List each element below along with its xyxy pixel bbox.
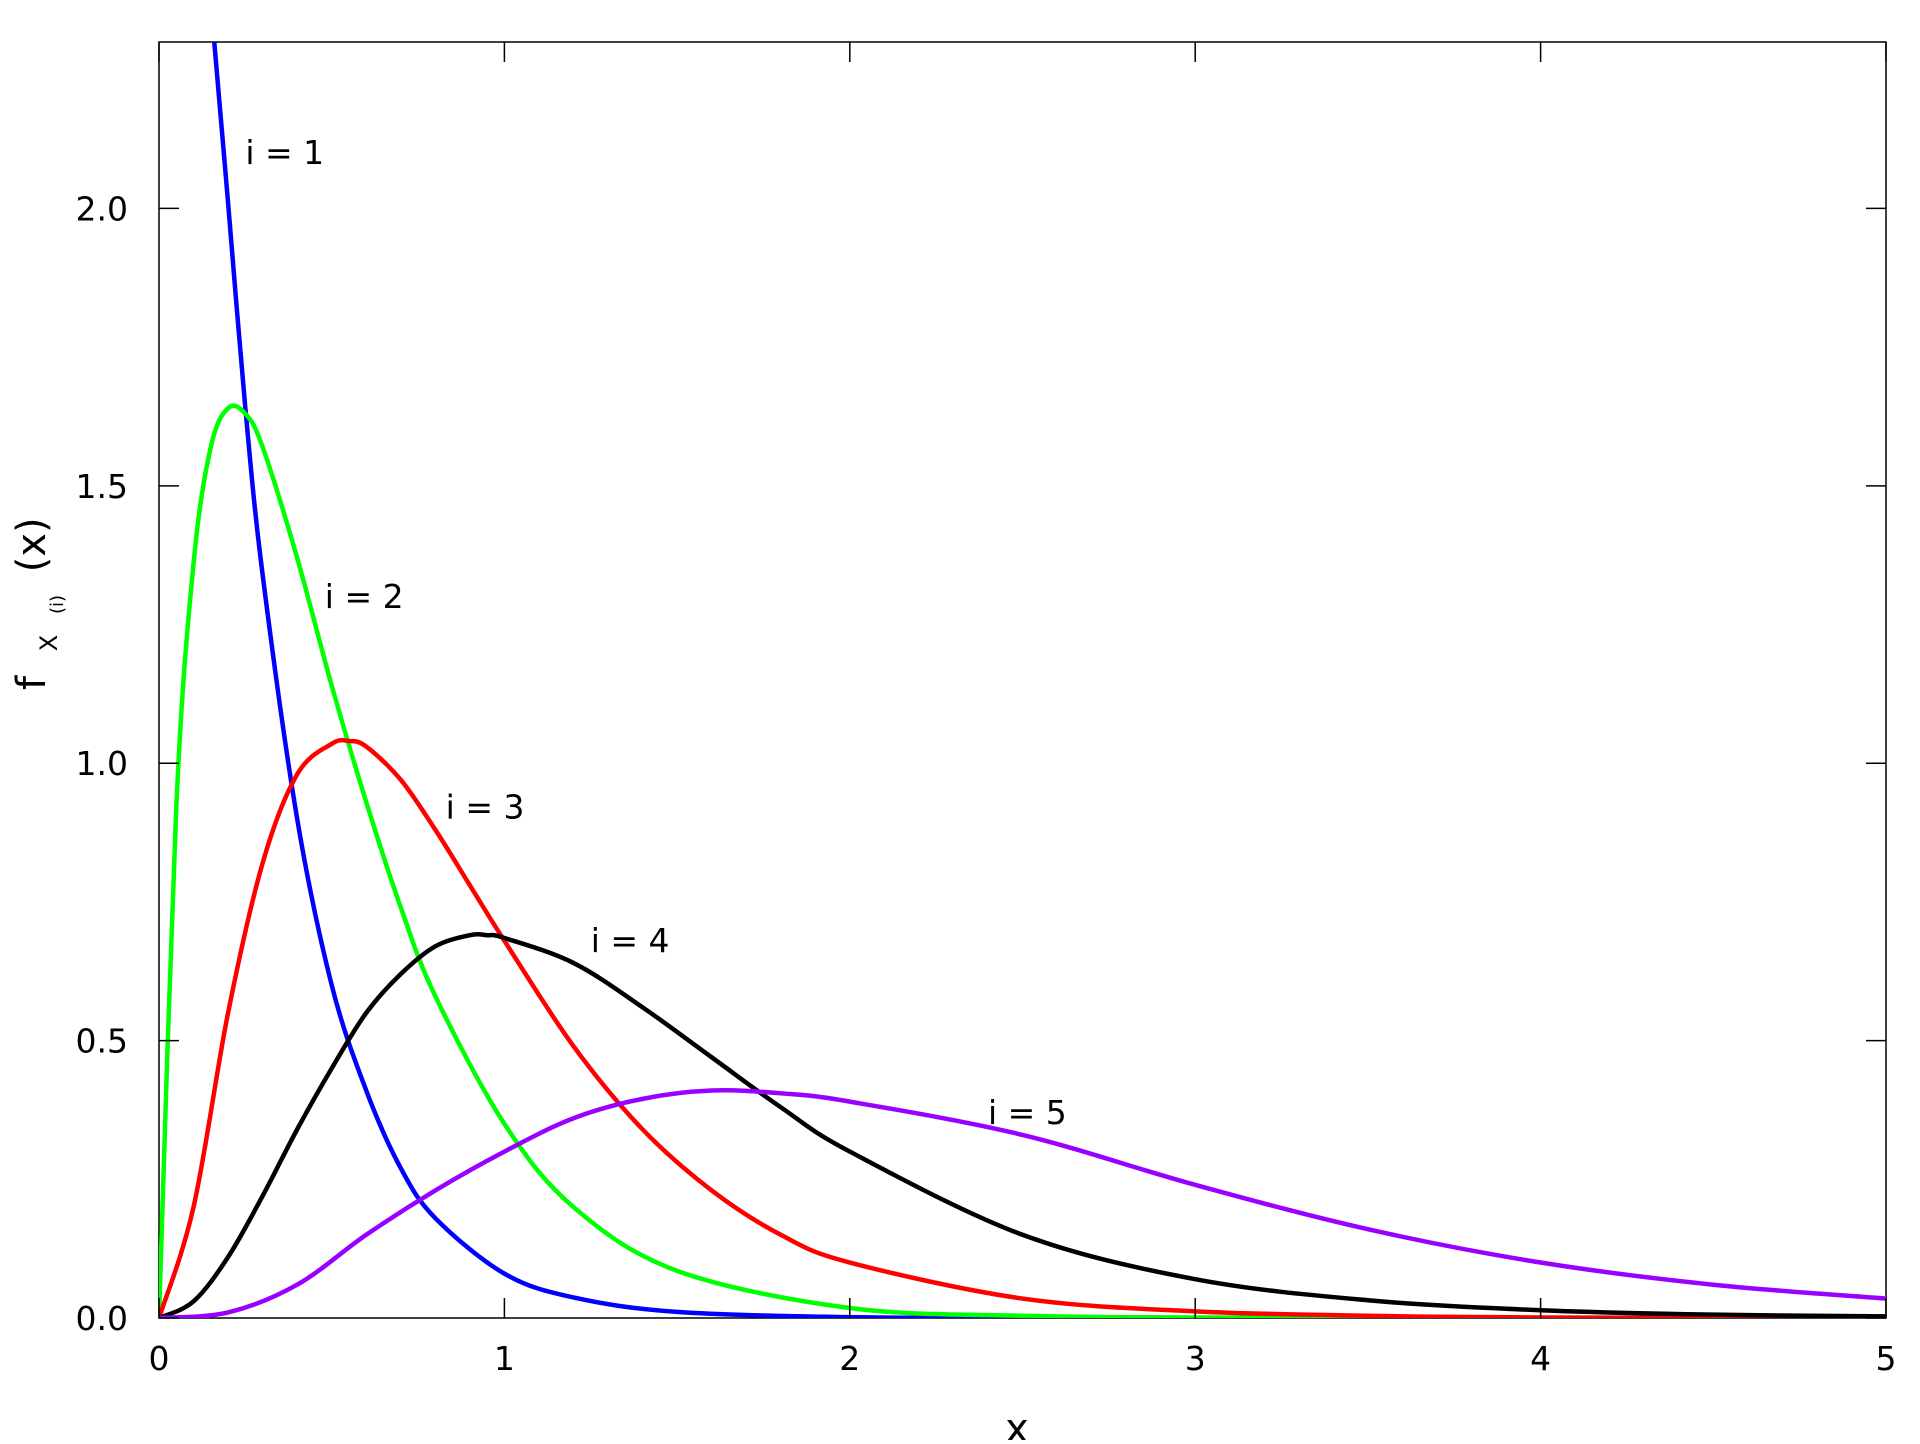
series-line-5 [159, 1088, 1886, 1318]
series-line-2 [159, 403, 1886, 1318]
series-label-4: i = 4 [591, 921, 670, 960]
y-axis-title: f X (i) (x) [9, 517, 73, 690]
series-layer [159, 42, 1886, 1318]
y-axis-title-subscript-var: X [35, 635, 63, 651]
y-tick-label: 0.5 [76, 1022, 128, 1061]
x-tick-label: 5 [1876, 1339, 1897, 1378]
tick-label-layer: 0 1 2 3 4 5 0.0 0.5 1.0 1.5 2.0 [76, 189, 1897, 1378]
series-label-3: i = 3 [446, 788, 525, 827]
x-axis-title: x [1005, 1406, 1029, 1440]
x-tick-label: 1 [494, 1339, 515, 1378]
y-axis-title-argument: (x) [9, 517, 55, 572]
y-tick-label: 1.0 [76, 744, 128, 783]
y-axis-title-subscript-index: (i) [47, 595, 68, 614]
x-tick-label: 2 [839, 1339, 860, 1378]
series-label-1: i = 1 [245, 133, 324, 172]
plot-frame [158, 41, 1887, 1319]
x-tick-label: 0 [149, 1339, 170, 1378]
series-label-5: i = 5 [988, 1093, 1067, 1132]
annotation-layer: i = 1 i = 2 i = 3 i = 4 i = 5 [245, 133, 1066, 1132]
series-label-2: i = 2 [325, 577, 404, 616]
y-axis-title-base: f [9, 675, 55, 690]
x-tick-label: 4 [1530, 1339, 1551, 1378]
series-line-1 [212, 42, 1886, 1318]
y-tick-label: 0.0 [76, 1299, 128, 1338]
series-line-4 [159, 932, 1886, 1318]
x-tick-label: 3 [1185, 1339, 1206, 1378]
series-line-3 [159, 737, 1886, 1318]
y-tick-label: 2.0 [76, 189, 128, 228]
tick-layer [158, 42, 1887, 1319]
y-tick-label: 1.5 [76, 467, 128, 506]
